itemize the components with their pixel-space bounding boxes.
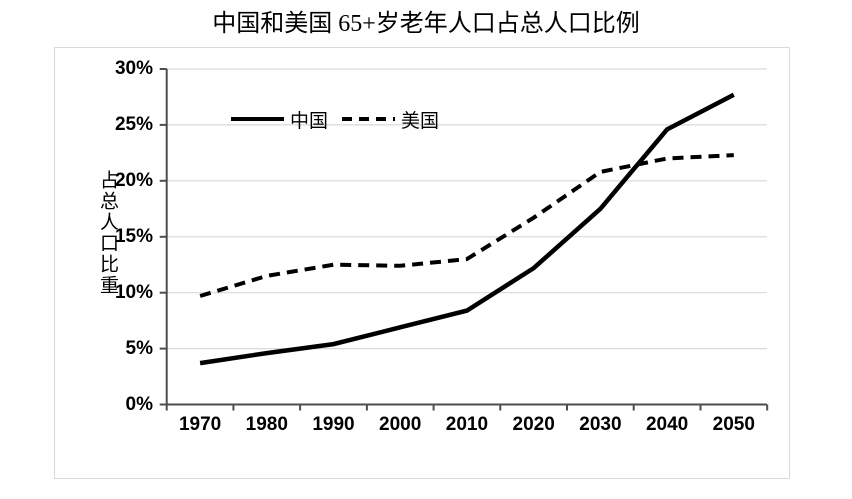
x-tick-label: 2010 [445,414,489,435]
x-tick-label: 2040 [645,414,689,435]
chart-title: 中国和美国 65+岁老年人口占总人口比例 [212,11,640,37]
y-tick-label: 15% [114,225,153,247]
y-tick-label: 5% [125,337,153,359]
y-tick-label: 0% [125,393,153,415]
x-tick-label: 2030 [579,414,622,435]
x-tick-label: 1990 [312,414,355,435]
usa-line [199,153,734,298]
y-tick-label: 10% [114,281,153,303]
y-axis-title: 占总人口比重 [97,170,118,296]
x-tick-label: 2000 [379,414,422,435]
china-line-swatch [231,117,284,121]
legend: 中国 美国 [231,109,453,132]
y-tick-label: 30% [114,58,153,79]
x-tick-label: 1980 [245,414,288,435]
chart-container: 占总人口比重 中国 美国 0% 5% 10% 15% 20% 25% 30% 1970 1980… [54,47,790,479]
y-tick-label: 25% [114,113,153,135]
china-line [199,92,735,366]
legend-label-usa: 美国 [401,110,440,132]
legend-label-china: 中国 [290,110,329,132]
y-tick-label: 20% [114,169,153,191]
usa-line-swatch [342,117,396,121]
x-tick-label: 1970 [178,414,222,435]
x-tick-label: 2020 [512,414,555,435]
x-tick-label: 2050 [712,414,755,435]
plot-area [159,68,769,411]
